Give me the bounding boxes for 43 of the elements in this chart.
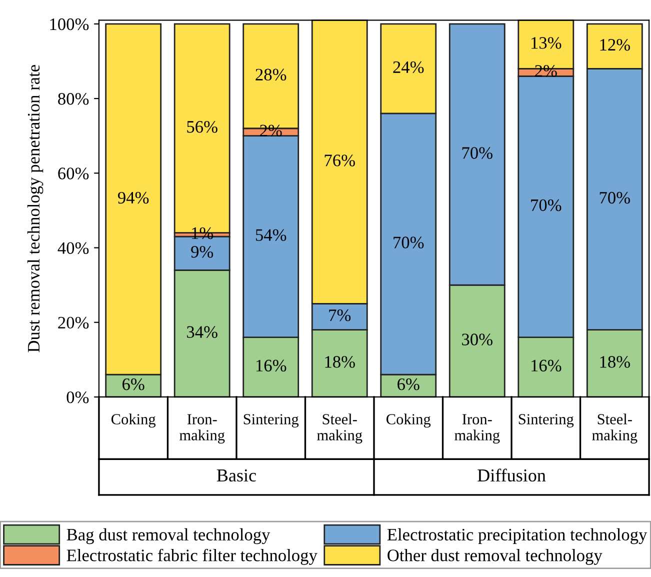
data-label: 18% — [325, 356, 355, 368]
data-label: 34% — [187, 326, 218, 338]
data-label: 94% — [118, 192, 149, 204]
text: Basic — [216, 469, 256, 482]
y-axis-title: Dust removal technology penetration rate — [27, 65, 44, 352]
legend-label: Electrostatic precipitation technology — [387, 528, 648, 544]
data-label: 9% — [191, 246, 214, 258]
x-tick-label: Sintering — [244, 414, 299, 428]
data-label: 70% — [462, 147, 492, 159]
legend-label: Other dust removal technology — [388, 549, 602, 565]
legend-label: Electrostatic fabric filter technology — [66, 548, 318, 565]
x-tick-label: Coking — [386, 414, 431, 428]
x-tick-label: Steel- making — [592, 414, 638, 444]
data-label: 70% — [394, 236, 424, 248]
data-label: 76% — [324, 154, 355, 166]
data-label: 54% — [256, 229, 286, 241]
x-tick-label: Steel- making — [317, 414, 362, 444]
y-tick-label: 60% — [58, 168, 89, 180]
x-tick-label: Coking — [111, 414, 156, 428]
data-label: 16% — [532, 360, 562, 372]
data-label: 12% — [600, 38, 630, 51]
y-tick-label: 100% — [50, 18, 89, 30]
data-label: 6% — [398, 378, 420, 390]
data-label: 70% — [600, 192, 630, 204]
y-tick-label: 80% — [58, 93, 89, 105]
data-label: 24% — [393, 61, 424, 74]
y-tick-label: 20% — [58, 316, 89, 329]
data-label: 56% — [187, 121, 218, 133]
data-label: 6% — [122, 378, 144, 390]
data-label: 13% — [532, 37, 562, 49]
data-label: 30% — [462, 334, 492, 346]
y-tick-label: 0% — [66, 391, 89, 404]
data-label: 7% — [329, 309, 351, 322]
legend-label: Bag dust removal technology — [66, 528, 270, 544]
data-label: 18% — [600, 356, 630, 368]
text: Diffusion — [478, 468, 546, 482]
data-label: 70% — [531, 199, 562, 212]
x-tick-label: Iron- making — [454, 414, 500, 444]
data-label: 28% — [256, 68, 286, 81]
x-tick-label: Sintering — [518, 414, 574, 428]
y-tick-label: 40% — [58, 242, 89, 254]
data-label: 16% — [256, 360, 286, 372]
x-tick-label: Iron- making — [180, 414, 225, 444]
